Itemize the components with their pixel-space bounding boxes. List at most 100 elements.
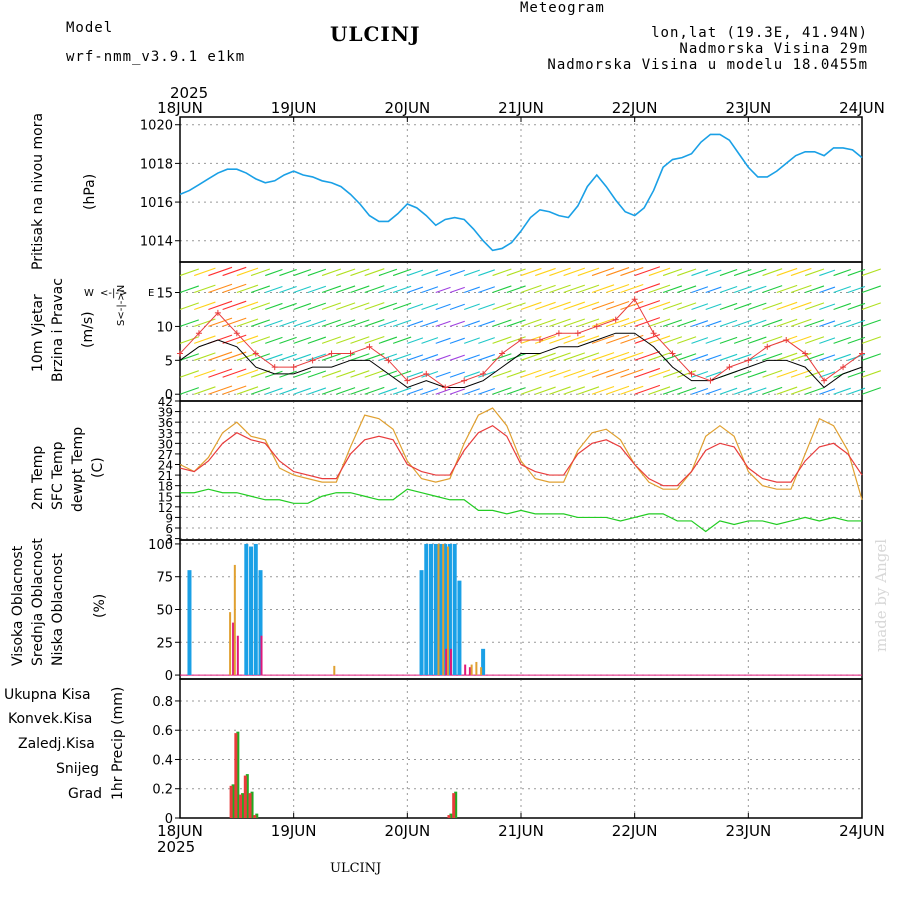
precip-bar (243, 775, 247, 818)
wind-barb (492, 353, 512, 361)
year-top: 2025 (170, 84, 209, 102)
wind-barb (748, 387, 767, 395)
y-tick-label: 33 (158, 427, 173, 441)
wind-barb (677, 302, 697, 310)
wind-barb (861, 370, 881, 378)
wind-barb (265, 269, 283, 277)
wind-barb (250, 285, 271, 294)
wind-barb (463, 371, 480, 378)
wind-gust-marker (347, 350, 354, 357)
wind-barb (563, 352, 586, 361)
wind-barb (236, 284, 259, 294)
wind-barb (549, 335, 571, 344)
wind-barb (265, 302, 283, 310)
y-tick-label: 5 (165, 354, 173, 369)
wind-barb (179, 268, 199, 277)
y-tick-label: 1018 (140, 157, 173, 172)
wind-barb (492, 319, 512, 327)
cloud-bar (445, 648, 448, 676)
wind-barb (819, 269, 836, 277)
elevation-label: Nadmorska Visina 29m (679, 41, 868, 57)
wind-barb (194, 301, 216, 310)
wind-barb (520, 267, 542, 277)
wind-barb (407, 286, 424, 294)
precip-bar (239, 794, 243, 818)
y-tick-label: 0 (165, 669, 173, 684)
wind-barb (790, 267, 812, 277)
wind-barb (265, 353, 283, 361)
y-tick-label: 0.4 (152, 753, 173, 768)
x-tick-label-top: 24JUN (839, 99, 885, 117)
page-title: ULCINJ (330, 22, 421, 46)
cloud-bar (233, 564, 236, 676)
wind-barb (620, 351, 644, 361)
cloud-bar (457, 580, 462, 676)
wind-barb (847, 336, 866, 344)
wind-barb (236, 318, 259, 327)
wind-barb (606, 284, 630, 294)
wind-barb (364, 302, 385, 310)
wind-barb (279, 302, 297, 310)
wind-barb (307, 336, 327, 344)
cloud-bar (443, 543, 448, 676)
wind-barb (506, 302, 526, 310)
precip-bar (236, 731, 240, 818)
wind-barb (449, 388, 465, 395)
wind-barb (748, 370, 767, 378)
wind-barb (776, 267, 798, 277)
wind-barb (364, 335, 385, 344)
x-tick-label-bottom: 20JUN (384, 822, 430, 840)
wind-barb (293, 387, 312, 395)
y-tick-label: 21 (158, 469, 173, 483)
wind-barb (520, 301, 542, 310)
wind-barb (222, 283, 247, 294)
wind-gust-marker (536, 336, 543, 343)
wind-gust-marker (518, 336, 524, 343)
wind-barb (790, 386, 812, 395)
wind-barb (407, 388, 424, 395)
wind-barb (819, 337, 836, 344)
wind-barb (492, 336, 512, 344)
wind-barb (321, 336, 342, 344)
precip-label-conv: Konvek.Kisa (8, 711, 93, 727)
panel-frame (179, 261, 863, 402)
wind-barb (748, 319, 767, 327)
wind-barb (620, 267, 644, 277)
model-elevation-label: Nadmorska Visina u modelu 18.0455m (547, 57, 868, 73)
wind-gust-marker (442, 384, 449, 391)
precip-bar (234, 733, 238, 818)
wind-barb (378, 285, 398, 294)
wind-barb (762, 285, 783, 294)
x-tick-label-top: 22JUN (612, 99, 658, 117)
wind-barb (606, 267, 630, 277)
wind-barb (833, 336, 851, 344)
wind-barb (819, 388, 836, 395)
wind-barb (435, 388, 451, 395)
footer-station: ULCINJ (330, 861, 382, 876)
wind-barb (705, 354, 722, 361)
x-tick-label-top: 21JUN (498, 99, 544, 117)
wind-barb (350, 387, 370, 395)
wind-barb (236, 267, 259, 277)
wind-barb (279, 353, 297, 361)
wind-barb (705, 320, 722, 327)
x-tick-label-top: 20JUN (384, 99, 430, 117)
wind-barb (804, 302, 825, 310)
y-tick-label: 42 (158, 395, 173, 409)
meteogram-label: Meteogram (520, 0, 605, 16)
wind-barb (392, 336, 412, 344)
y-tick-label: 30 (158, 437, 173, 451)
wind-barb (861, 353, 881, 361)
wind-barb (194, 335, 216, 344)
wind-barb (606, 317, 630, 327)
wind-barb (677, 319, 697, 327)
wind-barb (819, 320, 836, 327)
wind-barb (421, 320, 439, 327)
wind-barb (591, 352, 615, 361)
wind-barb (435, 303, 451, 310)
wind-barb (407, 354, 424, 361)
wind-barb (449, 337, 465, 344)
wind-barb (449, 320, 465, 327)
wind-barb (208, 283, 233, 294)
wind-barb (478, 354, 495, 361)
